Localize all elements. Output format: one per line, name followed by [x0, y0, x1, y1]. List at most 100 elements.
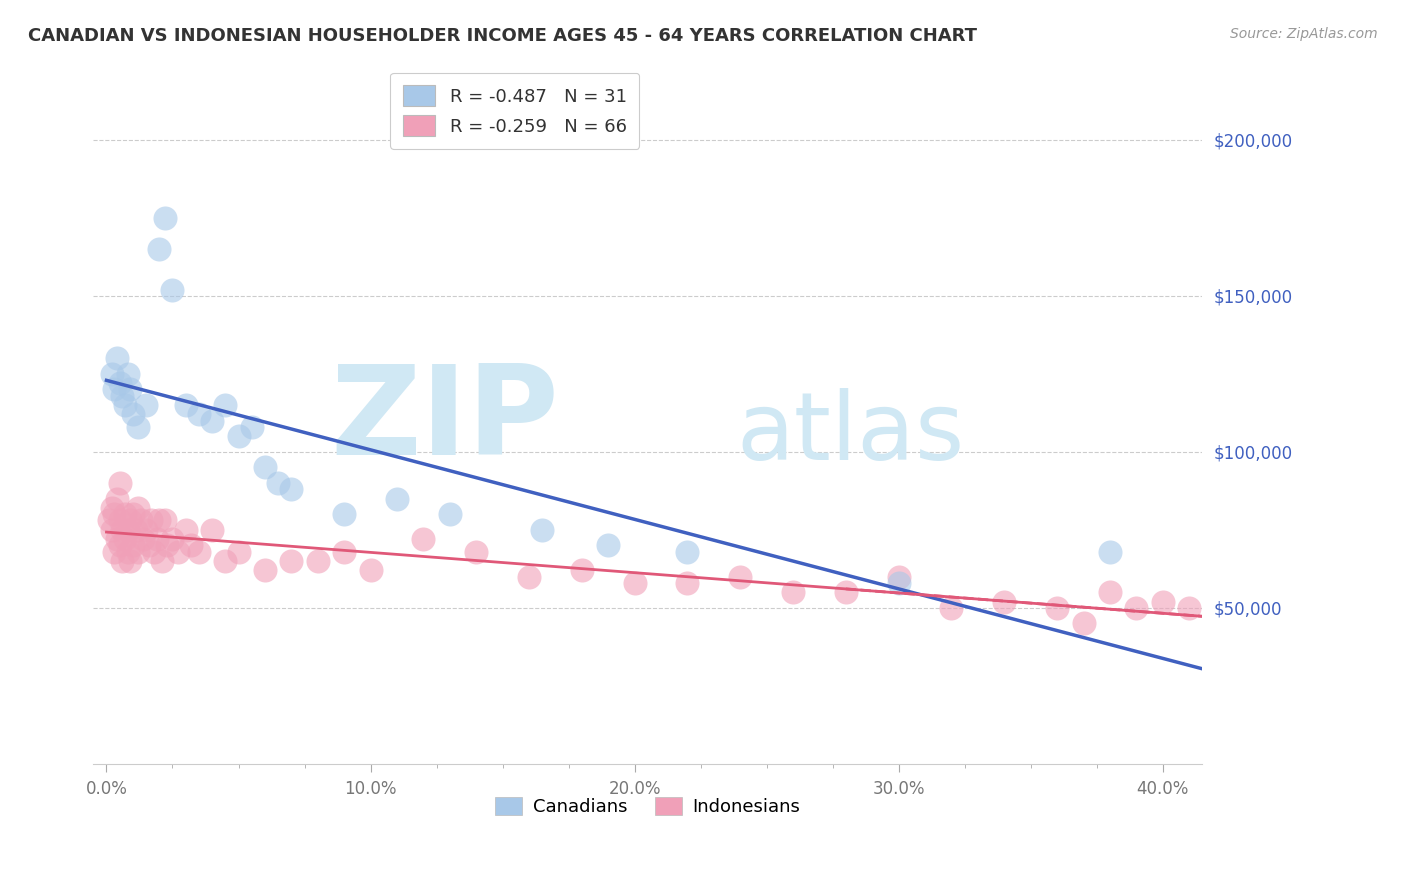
Point: [174, 398, 197, 412]
Point: [100, 523, 122, 537]
Point: [108, 513, 131, 527]
Point: [100, 500, 122, 515]
Point: [124, 523, 146, 537]
Point: [135, 523, 157, 537]
Point: [103, 507, 125, 521]
Point: [100, 367, 122, 381]
Point: [162, 532, 184, 546]
Point: [267, 476, 290, 491]
Point: [253, 563, 276, 577]
Point: [1178, 600, 1201, 615]
Point: [114, 398, 136, 412]
Point: [117, 544, 139, 558]
Point: [129, 513, 152, 527]
Point: [187, 408, 209, 422]
Point: [676, 544, 699, 558]
Point: [120, 383, 142, 397]
Point: [598, 538, 620, 552]
Point: [240, 420, 263, 434]
Point: [132, 532, 155, 546]
Point: [108, 476, 131, 491]
Legend: Canadians, Indonesians: Canadians, Indonesians: [488, 789, 807, 823]
Point: [360, 563, 382, 577]
Point: [105, 491, 128, 506]
Point: [111, 554, 134, 568]
Point: [108, 538, 131, 552]
Point: [111, 389, 134, 403]
Text: CANADIAN VS INDONESIAN HOUSEHOLDER INCOME AGES 45 - 64 YEARS CORRELATION CHART: CANADIAN VS INDONESIAN HOUSEHOLDER INCOM…: [28, 27, 977, 45]
Point: [111, 523, 134, 537]
Point: [1098, 585, 1121, 599]
Point: [180, 538, 202, 552]
Point: [728, 569, 751, 583]
Point: [1046, 600, 1069, 615]
Point: [150, 554, 173, 568]
Point: [333, 507, 356, 521]
Point: [105, 532, 128, 546]
Point: [439, 507, 461, 521]
Point: [623, 575, 645, 590]
Point: [120, 554, 142, 568]
Point: [120, 513, 142, 527]
Point: [941, 600, 963, 615]
Point: [187, 544, 209, 558]
Point: [201, 523, 224, 537]
Point: [174, 523, 197, 537]
Text: atlas: atlas: [737, 388, 965, 481]
Point: [114, 507, 136, 521]
Point: [156, 538, 179, 552]
Point: [148, 242, 170, 256]
Point: [228, 544, 250, 558]
Point: [103, 383, 125, 397]
Point: [117, 367, 139, 381]
Point: [122, 408, 145, 422]
Point: [887, 575, 910, 590]
Point: [98, 513, 121, 527]
Point: [166, 544, 188, 558]
Point: [307, 554, 329, 568]
Point: [214, 398, 236, 412]
Point: [782, 585, 804, 599]
Point: [676, 575, 699, 590]
Point: [105, 351, 128, 366]
Point: [114, 532, 136, 546]
Point: [117, 523, 139, 537]
Point: [138, 538, 160, 552]
Point: [280, 483, 302, 497]
Point: [153, 211, 176, 225]
Point: [143, 544, 166, 558]
Point: [465, 544, 488, 558]
Point: [162, 283, 184, 297]
Point: [333, 544, 356, 558]
Point: [412, 532, 434, 546]
Point: [127, 420, 149, 434]
Point: [1205, 607, 1227, 621]
Point: [122, 507, 145, 521]
Point: [571, 563, 593, 577]
Point: [531, 523, 554, 537]
Point: [127, 544, 149, 558]
Point: [103, 544, 125, 558]
Point: [148, 513, 170, 527]
Text: ZIP: ZIP: [330, 360, 560, 481]
Point: [201, 414, 224, 428]
Text: Source: ZipAtlas.com: Source: ZipAtlas.com: [1230, 27, 1378, 41]
Point: [517, 569, 540, 583]
Point: [280, 554, 302, 568]
Point: [1098, 544, 1121, 558]
Point: [108, 376, 131, 391]
Point: [228, 429, 250, 443]
Point: [153, 513, 176, 527]
Point: [141, 513, 163, 527]
Point: [214, 554, 236, 568]
Point: [127, 500, 149, 515]
Point: [135, 398, 157, 412]
Point: [1152, 594, 1174, 608]
Point: [253, 460, 276, 475]
Point: [887, 569, 910, 583]
Point: [145, 532, 167, 546]
Point: [835, 585, 858, 599]
Point: [993, 594, 1015, 608]
Point: [385, 491, 408, 506]
Point: [1125, 600, 1147, 615]
